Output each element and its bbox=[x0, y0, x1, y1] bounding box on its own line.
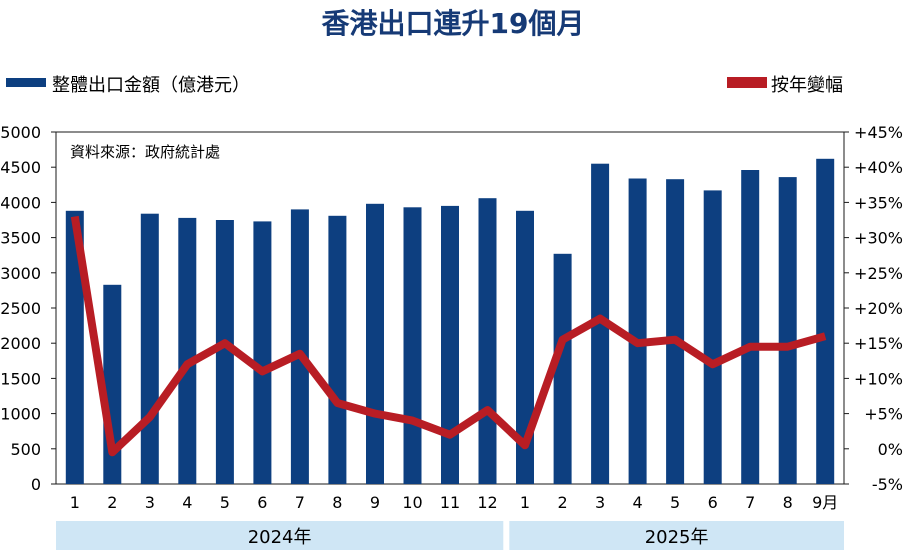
x-axis: 1 2 3 4 5 6 7 8 9 10 11 12 1 2 3 4 5 6 7 8 9月 bbox=[70, 493, 839, 512]
bar bbox=[628, 178, 647, 484]
left-tick-label: 4500 bbox=[0, 158, 41, 177]
left-axis: 0 500 1000 1500 2000 2500 3000 3500 4000 4500 5000 bbox=[0, 123, 56, 494]
year-band bbox=[56, 521, 504, 550]
right-axis: -5% 0% +5% +10% +15% +20% +25% +30% +35% +40% +45% bbox=[844, 123, 903, 494]
bars-group bbox=[65, 158, 835, 485]
legend-line-label: 按年變幅 bbox=[771, 75, 843, 96]
bar bbox=[140, 213, 159, 484]
bar bbox=[178, 217, 197, 484]
bar bbox=[553, 253, 572, 484]
x-tick-label: 1 bbox=[70, 493, 80, 512]
x-tick-label: 4 bbox=[182, 493, 192, 512]
left-tick-label: 0 bbox=[31, 475, 41, 494]
bar bbox=[666, 179, 685, 484]
bar bbox=[741, 170, 760, 484]
x-tick-label: 11 bbox=[440, 493, 460, 512]
bar bbox=[703, 190, 722, 484]
x-tick-label: 7 bbox=[745, 493, 755, 512]
right-tick-label: +40% bbox=[854, 158, 903, 177]
left-tick-label: 2500 bbox=[0, 299, 41, 318]
x-tick-label: 2 bbox=[107, 493, 117, 512]
x-tick-label: 9月 bbox=[812, 493, 838, 512]
x-tick-label: 7 bbox=[295, 493, 305, 512]
bar bbox=[816, 158, 835, 485]
right-tick-label: +25% bbox=[854, 264, 903, 283]
right-tick-label: +45% bbox=[854, 123, 903, 142]
x-tick-label: 3 bbox=[145, 493, 155, 512]
bar bbox=[290, 209, 309, 484]
year-band-label: 2024年 bbox=[248, 527, 312, 548]
x-tick-label: 6 bbox=[708, 493, 718, 512]
legend-bar-label: 整體出口金額（億港元） bbox=[52, 75, 250, 96]
line-group bbox=[70, 215, 827, 457]
right-tick-label: -5% bbox=[872, 475, 903, 494]
bar bbox=[328, 215, 347, 485]
right-tick-label: +15% bbox=[854, 334, 903, 353]
x-tick-label: 4 bbox=[633, 493, 643, 512]
legend-line-swatch bbox=[727, 77, 767, 88]
x-tick-label: 3 bbox=[595, 493, 605, 512]
x-tick-label: 5 bbox=[220, 493, 230, 512]
right-tick-label: +5% bbox=[864, 405, 903, 424]
bar bbox=[65, 210, 84, 485]
x-tick-label: 5 bbox=[670, 493, 680, 512]
bar bbox=[403, 207, 422, 485]
right-tick-label: 0% bbox=[878, 440, 903, 459]
x-tick-label: 1 bbox=[520, 493, 530, 512]
year-bands: 2024年 2025年 bbox=[56, 521, 844, 550]
left-tick-label: 3000 bbox=[0, 264, 41, 283]
bar bbox=[591, 163, 610, 484]
left-tick-label: 1500 bbox=[0, 369, 41, 388]
bar bbox=[516, 210, 534, 485]
x-tick-label: 2 bbox=[558, 493, 568, 512]
bar bbox=[478, 198, 497, 484]
source-note: 資料來源：政府統計處 bbox=[70, 143, 220, 161]
left-tick-label: 500 bbox=[10, 440, 41, 459]
left-tick-label: 3500 bbox=[0, 229, 41, 248]
bar bbox=[366, 203, 384, 485]
right-tick-label: +30% bbox=[854, 229, 903, 248]
bar bbox=[253, 221, 272, 484]
left-tick-label: 2000 bbox=[0, 334, 41, 353]
left-tick-label: 1000 bbox=[0, 405, 41, 424]
x-tick-label: 8 bbox=[783, 493, 793, 512]
right-tick-label: +10% bbox=[854, 369, 903, 388]
year-band bbox=[509, 521, 844, 550]
bar bbox=[215, 220, 234, 484]
left-tick-label: 4000 bbox=[0, 193, 41, 212]
chart-title: 香港出口連升19個月 bbox=[322, 7, 585, 40]
x-tick-label: 6 bbox=[257, 493, 267, 512]
right-tick-label: +35% bbox=[854, 193, 903, 212]
x-tick-label: 10 bbox=[402, 493, 422, 512]
year-band-label: 2025年 bbox=[645, 527, 709, 548]
left-tick-label: 5000 bbox=[0, 123, 41, 142]
bar bbox=[441, 205, 459, 484]
bar bbox=[778, 177, 797, 484]
x-tick-label: 9 bbox=[370, 493, 380, 512]
x-tick-label: 8 bbox=[332, 493, 342, 512]
right-tick-label: +20% bbox=[854, 299, 903, 318]
x-tick-label: 12 bbox=[477, 493, 497, 512]
legend-bar-swatch bbox=[6, 78, 46, 87]
